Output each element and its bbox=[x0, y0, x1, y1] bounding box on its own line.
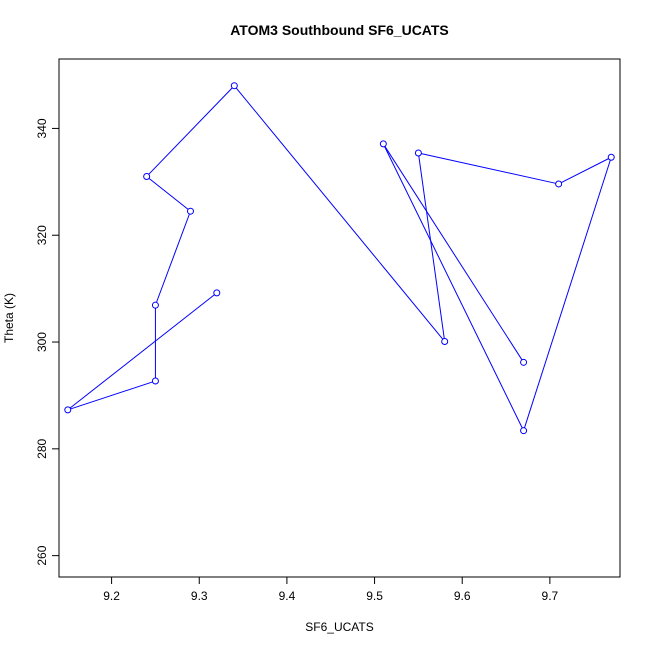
x-tick-label: 9.4 bbox=[279, 589, 296, 603]
data-point bbox=[414, 149, 422, 157]
x-axis: 9.2 9.3 9.4 9.5 9.6 9.7 bbox=[103, 577, 559, 603]
series-line-segment bbox=[148, 87, 233, 175]
data-point bbox=[607, 153, 615, 161]
y-tick-label: 260 bbox=[35, 545, 49, 565]
data-point bbox=[143, 172, 151, 180]
series-line-segment bbox=[235, 87, 444, 340]
data-point bbox=[555, 180, 563, 188]
y-tick-label: 300 bbox=[35, 332, 49, 352]
data-point bbox=[230, 82, 238, 90]
series-layer bbox=[64, 82, 615, 435]
chart-title: ATOM3 Southbound SF6_UCATS bbox=[230, 22, 449, 38]
y-axis-label: Theta (K) bbox=[2, 293, 16, 343]
y-tick-label: 340 bbox=[35, 118, 49, 138]
series-line-segment bbox=[148, 177, 189, 210]
data-point bbox=[64, 406, 72, 414]
data-point bbox=[379, 140, 387, 148]
series-line-segment bbox=[384, 146, 523, 429]
x-tick-label: 9.5 bbox=[366, 589, 383, 603]
x-tick-label: 9.3 bbox=[191, 589, 208, 603]
data-point bbox=[520, 427, 528, 435]
data-point bbox=[520, 358, 528, 366]
x-tick-label: 9.6 bbox=[454, 589, 471, 603]
series-line-segment bbox=[418, 155, 445, 339]
series-line-segment bbox=[421, 153, 556, 184]
series-line-segment bbox=[384, 146, 523, 361]
series-line-segment bbox=[69, 294, 215, 409]
data-point bbox=[213, 289, 221, 297]
series-line-segment bbox=[70, 381, 153, 410]
series-line-segment bbox=[156, 213, 190, 303]
data-point bbox=[151, 377, 159, 385]
x-tick-label: 9.7 bbox=[542, 589, 559, 603]
data-point bbox=[441, 337, 449, 345]
series-line-segment bbox=[561, 158, 609, 184]
data-point bbox=[151, 301, 159, 309]
series-line-segment bbox=[524, 159, 611, 428]
data-point bbox=[186, 207, 194, 215]
y-axis: 260 280 300 320 340 bbox=[35, 118, 59, 566]
plot-frame bbox=[58, 58, 621, 578]
y-tick-label: 280 bbox=[35, 439, 49, 459]
y-tick-label: 320 bbox=[35, 225, 49, 245]
x-axis-label: SF6_UCATS bbox=[305, 620, 373, 634]
x-tick-label: 9.2 bbox=[103, 589, 120, 603]
